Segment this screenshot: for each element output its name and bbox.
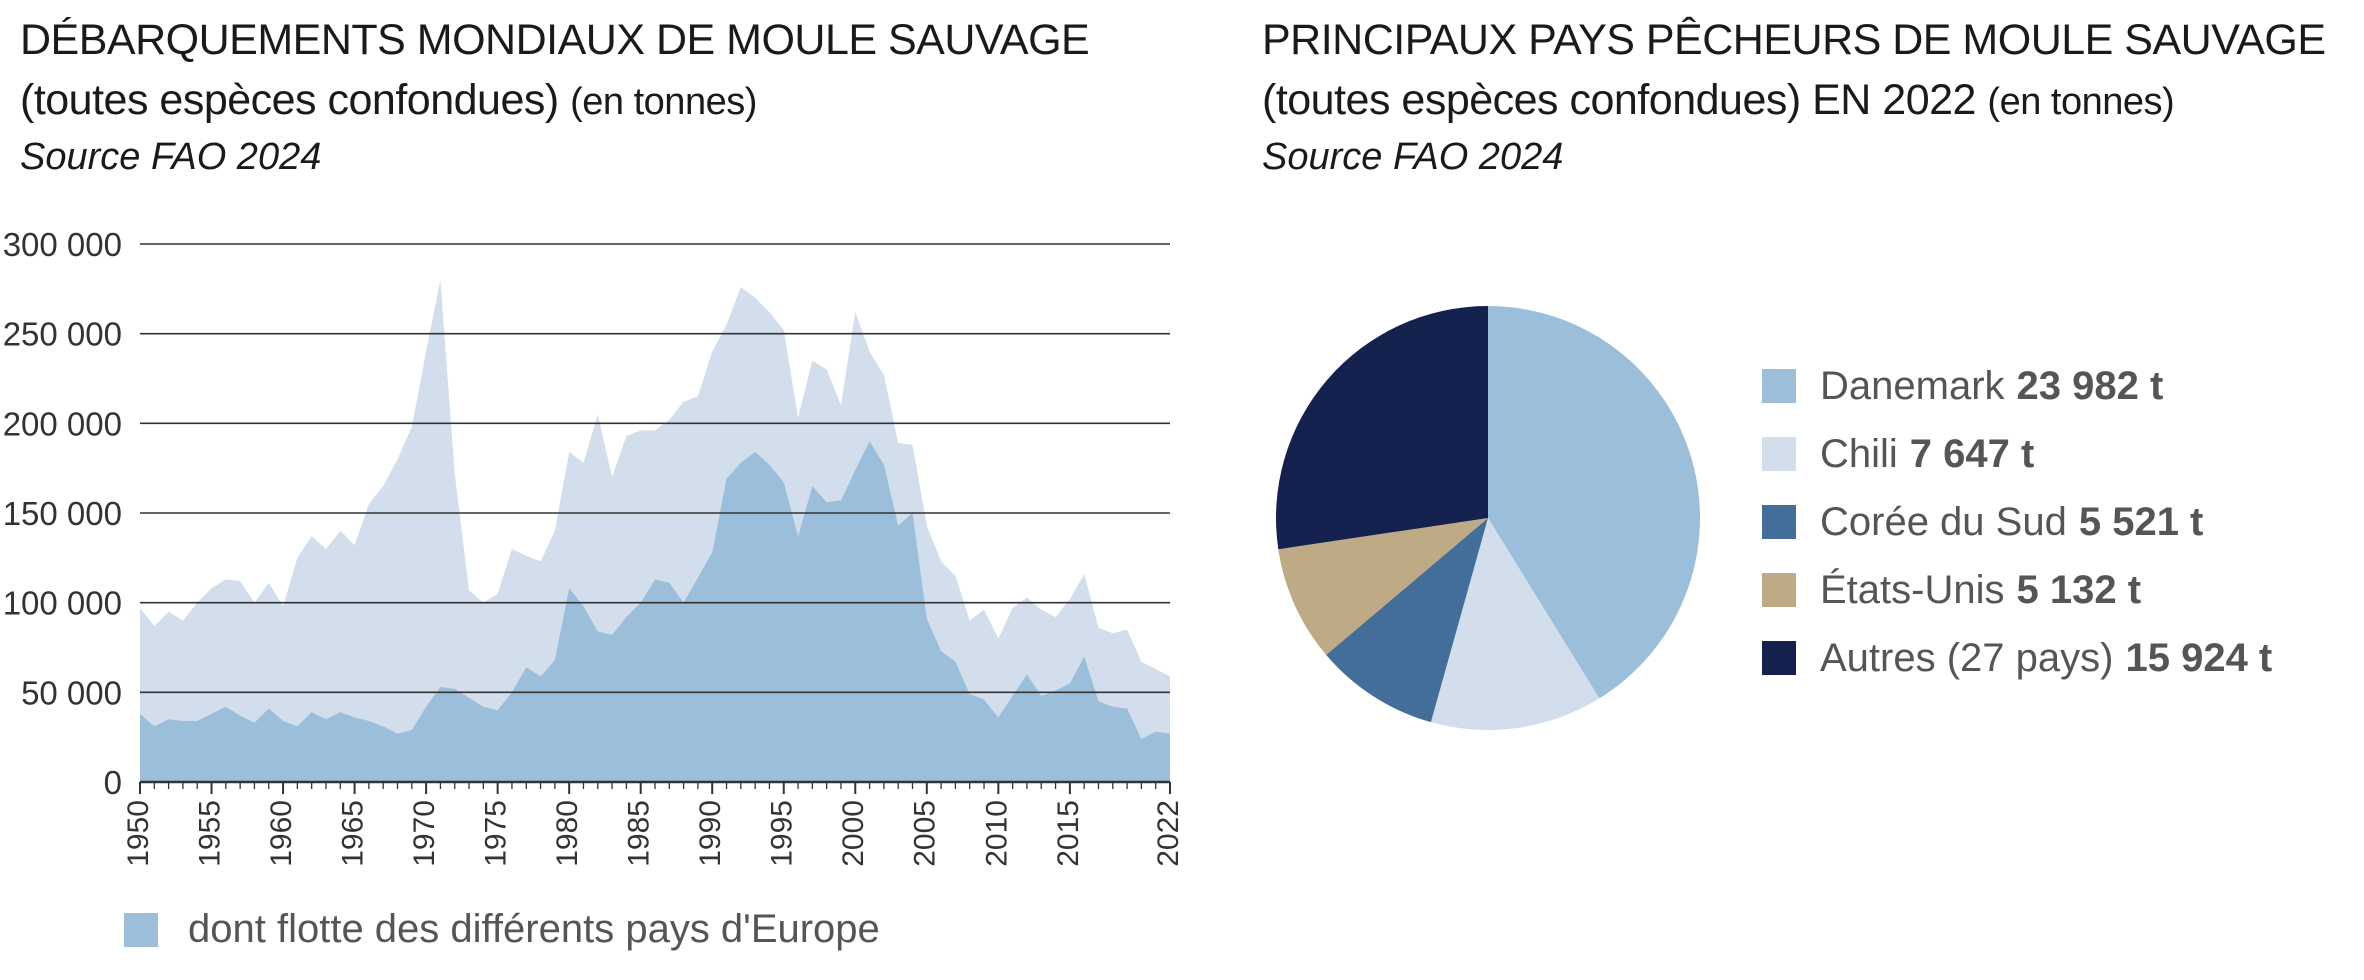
x-tick-label: 1995 [766, 800, 799, 867]
pie-legend-item-etats-unis: États-Unis 5 132 t [1762, 556, 2272, 624]
x-tick-label: 1955 [193, 800, 226, 867]
y-tick-label: 150 000 [3, 495, 122, 532]
pie-legend-value: 5 521 t [2078, 499, 2204, 544]
x-tick-label: 1990 [694, 800, 727, 867]
pie-legend-label: Chili [1820, 431, 1898, 476]
x-tick-label: 1965 [337, 800, 370, 867]
countries-pie-chart [1275, 306, 1700, 731]
pie-legend-label: Corée du Sud [1820, 499, 2067, 544]
pie-legend-swatch [1762, 369, 1796, 403]
pie-legend-label: Autres (27 pays) [1820, 635, 2114, 680]
y-tick-label: 50 000 [21, 674, 122, 711]
left-title-unit: (en tonnes) [570, 81, 757, 123]
y-tick-label: 250 000 [3, 316, 122, 353]
pie-legend-item-danemark: Danemark 23 982 t [1762, 352, 2272, 420]
pie-legend-item-coree-du-sud: Corée du Sud 5 521 t [1762, 488, 2272, 556]
x-tick-label: 2000 [837, 800, 870, 867]
europe-fleet-legend-swatch [124, 912, 158, 947]
right-title-unit: (en tonnes) [1987, 81, 2175, 123]
pie-slice-autres-27-pays [1275, 306, 1488, 550]
right-title-line2-wrap: (toutes espèces confondues) EN 2022 (en … [1262, 70, 2362, 132]
pie-legend-item-autres: Autres (27 pays) 15 924 t [1762, 624, 2272, 692]
right-chart-source: Source FAO 2024 [1262, 136, 1564, 178]
landings-area-chart: 0 50 000 100 000 150 000 200 000 250 000 300 0… [3, 226, 1185, 867]
x-tick-label: 1950 [122, 800, 155, 867]
pie-legend-swatch [1762, 437, 1796, 471]
pie-slice-coree-du-sud [1326, 518, 1488, 723]
y-tick-label: 300 000 [3, 226, 122, 263]
pie-legend-label: Danemark [1820, 363, 2005, 408]
left-title-line1: DÉBARQUEMENTS MONDIAUX DE MOULE SAUVAGE [20, 16, 1090, 64]
left-title-line2: (toutes espèces confondues) [20, 76, 559, 124]
pie-slice-etats-unis [1278, 518, 1488, 655]
left-chart-source: Source FAO 2024 [20, 136, 322, 178]
pie-legend-item-chili: Chili 7 647 t [1762, 420, 2272, 488]
pie-legend-swatch [1762, 505, 1796, 539]
pie-legend-value: 15 924 t [2125, 635, 2273, 680]
x-tick-label: 1975 [480, 800, 513, 867]
y-tick-label: 0 [104, 764, 122, 801]
x-tick-label: 2010 [980, 800, 1013, 867]
right-chart-title: PRINCIPAUX PAYS PÊCHEURS DE MOULE SAUVAG… [1262, 10, 2362, 132]
pie-legend-swatch [1762, 573, 1796, 607]
x-tick-label: 1960 [265, 800, 298, 867]
pie-slice-danemark [1488, 306, 1700, 699]
pie-slice-chili [1430, 518, 1600, 731]
x-tick-label: 2005 [909, 800, 942, 867]
y-tick-label: 200 000 [3, 405, 122, 442]
left-title-line2-wrap: (toutes espèces confondues) (en tonnes) [20, 70, 1170, 132]
x-tick-label: 1980 [551, 800, 584, 867]
pie-legend-value: 7 647 t [1909, 431, 2035, 476]
right-title-line2: (toutes espèces confondues) EN 2022 [1262, 76, 1976, 124]
x-tick-label: 2015 [1052, 800, 1085, 867]
x-tick-label: 1985 [623, 800, 656, 867]
europe-fleet-legend: dont flotte des différents pays d'Europe [124, 907, 880, 952]
europe-fleet-area [140, 441, 1170, 782]
left-chart-title: DÉBARQUEMENTS MONDIAUX DE MOULE SAUVAGE … [20, 10, 1170, 132]
x-tick-label: 2022 [1152, 800, 1185, 867]
pie-legend: Danemark 23 982 t Chili 7 647 t Corée du… [1762, 352, 2272, 692]
right-title-line1: PRINCIPAUX PAYS PÊCHEURS DE MOULE SAUVAG… [1262, 16, 2326, 64]
pie-legend-value: 23 982 t [2016, 363, 2164, 408]
y-tick-label: 100 000 [3, 585, 122, 622]
pie-legend-label: États-Unis [1820, 567, 2005, 612]
x-tick-label: 1970 [408, 800, 441, 867]
pie-legend-value: 5 132 t [2016, 567, 2142, 612]
europe-fleet-legend-label: dont flotte des différents pays d'Europe [188, 907, 880, 951]
pie-legend-swatch [1762, 641, 1796, 675]
